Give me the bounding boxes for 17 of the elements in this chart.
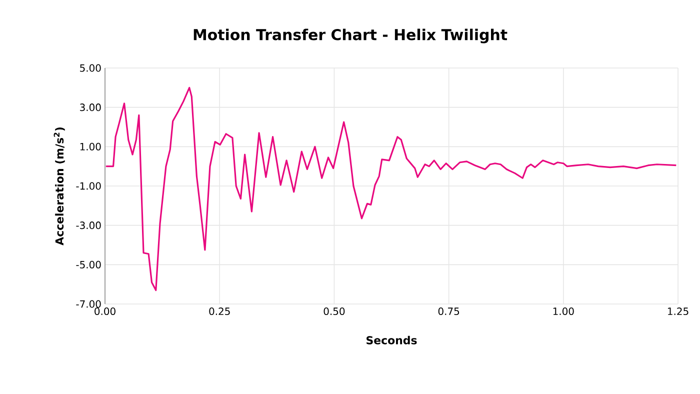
x-tick-label: 0.00 xyxy=(94,308,116,316)
y-tick-label: 3.00 xyxy=(80,104,101,112)
x-tick-label: 1.25 xyxy=(668,308,688,316)
x-tick-label: 0.75 xyxy=(438,308,460,316)
chart-title: Motion Transfer Chart - Helix Twilight xyxy=(194,28,508,44)
line-series xyxy=(105,86,677,292)
x-tick-label: 0.25 xyxy=(209,308,230,316)
y-tick-label: 1.00 xyxy=(80,142,101,150)
y-axis-title: Acceleration (m/s$^{2}$) xyxy=(54,128,65,246)
y-tick-label: -3.00 xyxy=(76,222,101,230)
x-axis-title: Seconds xyxy=(366,336,417,344)
y-tick-label: 5.00 xyxy=(80,64,101,72)
x-tick-label: 1.00 xyxy=(553,308,574,316)
y-tick-label: -5.00 xyxy=(76,260,101,268)
y-tick-label: -7.00 xyxy=(76,300,101,308)
x-tick-label: 0.50 xyxy=(324,308,345,316)
y-tick-label: -1.00 xyxy=(76,182,101,190)
